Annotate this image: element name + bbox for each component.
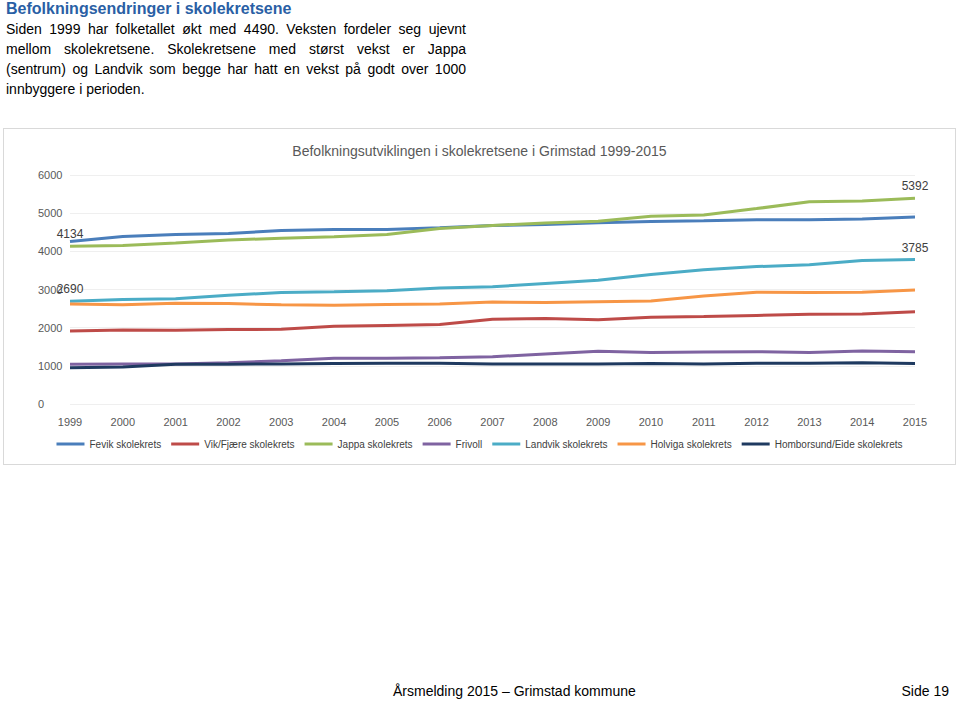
svg-text:0: 0 (38, 398, 44, 410)
html-text:Side 19: Side 19 (901, 683, 949, 699)
svg-text:4000: 4000 (38, 245, 62, 257)
svg-text:2001: 2001 (163, 416, 187, 428)
svg-text:2007: 2007 (480, 416, 504, 428)
svg-text:2005: 2005 (375, 416, 399, 428)
svg-text:2690: 2690 (57, 282, 84, 296)
svg-text:3000: 3000 (38, 283, 63, 296)
svg-text:Vik/Fjære skolekrets: Vik/Fjære skolekrets (204, 439, 294, 450)
svg-text:1000: 1000 (38, 360, 62, 372)
svg-text:2011: 2011 (692, 416, 716, 428)
svg-text:2009: 2009 (586, 416, 610, 428)
html-text:Årsmelding 2015 – Grimstad kom: Årsmelding 2015 – Grimstad kommune (393, 683, 636, 699)
svg-text:2000: 2000 (38, 322, 62, 334)
svg-text:2014: 2014 (850, 416, 874, 428)
svg-text:2004: 2004 (322, 416, 346, 428)
svg-text:Fevik skolekrets: Fevik skolekrets (89, 439, 161, 450)
svg-text:2015: 2015 (903, 416, 927, 428)
svg-text:4134: 4134 (57, 227, 84, 241)
svg-text:2013: 2013 (797, 416, 821, 428)
svg-text:5392: 5392 (902, 179, 929, 193)
html-text:Befolkningsendringer i skolekr: Befolkningsendringer i skolekretsene (6, 0, 292, 17)
svg-text:6000: 6000 (38, 169, 62, 181)
svg-text:Homborsund/Eide skolekrets: Homborsund/Eide skolekrets (775, 439, 903, 450)
svg-text:2000: 2000 (111, 416, 135, 428)
svg-text:3785: 3785 (902, 241, 929, 255)
svg-text:1999: 1999 (58, 416, 82, 428)
html-text:Siden 1999 har folketallet økt: Siden 1999 har folketallet økt med 4490.… (6, 21, 466, 97)
svg-text:2002: 2002 (216, 416, 240, 428)
svg-text:Jappa skolekrets: Jappa skolekrets (338, 439, 413, 450)
svg-text:2003: 2003 (269, 416, 293, 428)
svg-text:2006: 2006 (427, 416, 451, 428)
svg-text:Frivoll: Frivoll (456, 439, 483, 450)
svg-text:5000: 5000 (38, 207, 62, 219)
svg-text:2012: 2012 (744, 416, 768, 428)
svg-text:2008: 2008 (533, 416, 557, 428)
svg-text:Befolkningsutviklingen i skole: Befolkningsutviklingen i skolekretsene i… (292, 143, 667, 159)
svg-text:Holviga skolekrets: Holviga skolekrets (651, 439, 732, 450)
svg-text:Landvik skolekrets: Landvik skolekrets (525, 439, 607, 450)
svg-text:2010: 2010 (639, 416, 663, 428)
